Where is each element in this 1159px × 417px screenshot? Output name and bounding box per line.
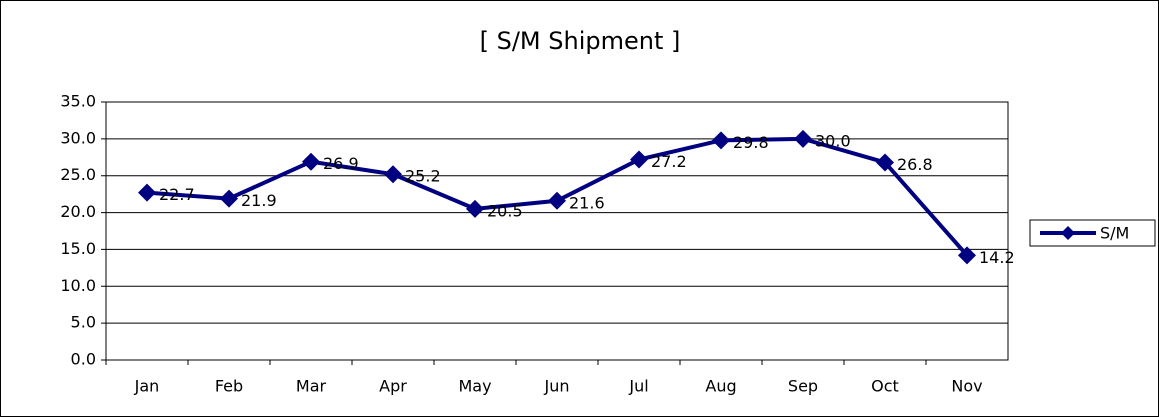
marker	[794, 129, 812, 148]
marker	[302, 152, 320, 171]
marker	[712, 131, 730, 150]
legend-marker	[1061, 226, 1075, 240]
x-tick-label: Aug	[705, 377, 736, 396]
y-tick-label: 35.0	[60, 92, 96, 111]
data-label: 21.9	[241, 191, 277, 210]
x-tick-label: Jul	[628, 377, 648, 396]
y-tick-label: 30.0	[60, 128, 96, 147]
data-label: 21.6	[569, 193, 605, 212]
marker	[138, 183, 156, 202]
x-tick-label: Apr	[379, 377, 407, 396]
data-label: 26.9	[323, 154, 359, 173]
x-tick-label: Feb	[215, 377, 243, 396]
data-label: 22.7	[159, 185, 195, 204]
data-label: 26.8	[897, 155, 933, 174]
data-label: 14.2	[979, 248, 1015, 267]
marker	[466, 199, 484, 218]
y-tick-label: 20.0	[60, 202, 96, 221]
data-label: 30.0	[815, 131, 851, 150]
x-tick-label: Mar	[296, 377, 327, 396]
y-tick-label: 5.0	[71, 313, 96, 332]
marker	[958, 246, 976, 265]
x-tick-label: Jun	[544, 377, 570, 396]
x-tick-label: Oct	[871, 377, 899, 396]
data-label: 25.2	[405, 167, 441, 186]
y-tick-label: 0.0	[71, 350, 96, 369]
data-label: 29.8	[733, 133, 769, 152]
chart-title: [ S/M Shipment ]	[480, 27, 681, 55]
y-tick-label: 15.0	[60, 239, 96, 258]
x-tick-label: Jan	[134, 377, 160, 396]
x-tick-label: May	[458, 377, 491, 396]
marker	[630, 150, 648, 169]
marker	[384, 165, 402, 184]
x-tick-label: Nov	[951, 377, 982, 396]
marker	[220, 189, 238, 208]
marker	[876, 153, 894, 172]
y-tick-label: 25.0	[60, 165, 96, 184]
y-tick-label: 10.0	[60, 276, 96, 295]
data-label: 27.2	[651, 152, 687, 171]
x-tick-label: Sep	[788, 377, 818, 396]
data-label: 20.5	[487, 201, 523, 220]
marker	[548, 191, 566, 210]
legend-label: S/M	[1100, 224, 1129, 243]
